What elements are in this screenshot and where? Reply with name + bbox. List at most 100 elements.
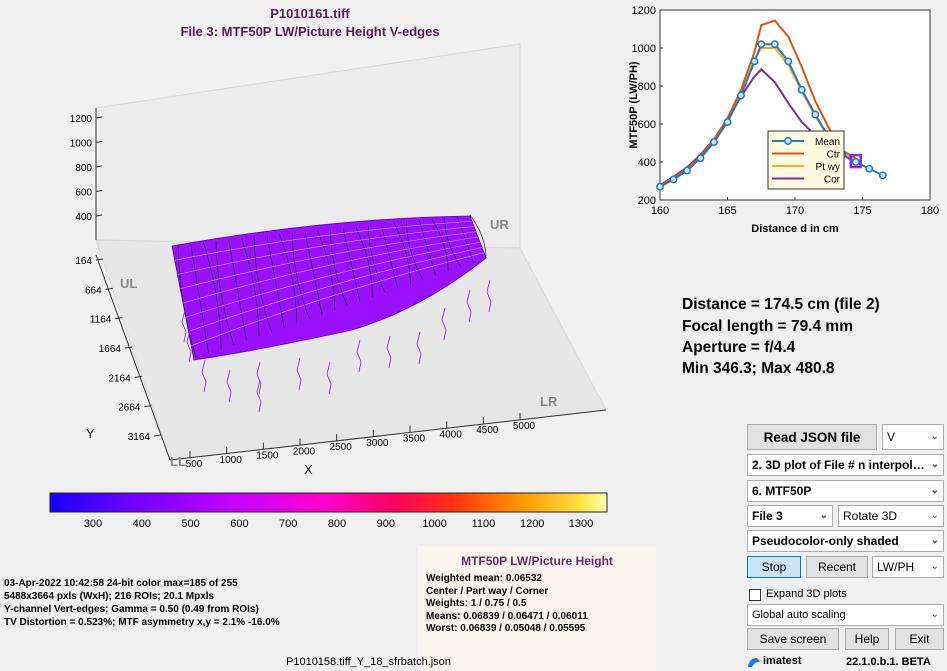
series-point xyxy=(851,158,860,166)
corner-label-ul: UL xyxy=(120,276,137,291)
recent-button[interactable]: Recent xyxy=(806,556,868,578)
measure-select[interactable]: 6. MTF50P ⌄ xyxy=(747,480,944,502)
series-point xyxy=(683,166,691,175)
units-select[interactable]: LW/PH ⌄ xyxy=(872,556,944,578)
expand-3d-label: Expand 3D plots xyxy=(766,588,847,600)
chart-y-tick-label: 800 xyxy=(638,81,656,93)
plot-type-select[interactable]: 2. 3D plot of File # n interpola... ⌄ xyxy=(747,454,944,476)
shading-select[interactable]: Pseudocolor-only shaded ⌄ xyxy=(747,530,944,552)
chevron-down-icon: ⌄ xyxy=(930,510,939,521)
y-tick-label: 2664 xyxy=(118,403,141,414)
chevron-down-icon: ⌄ xyxy=(930,485,939,496)
x-tick-label: 3000 xyxy=(366,438,389,449)
highlight-marker xyxy=(849,153,862,169)
chart-y-tick-label: 1200 xyxy=(632,5,656,17)
colorbar: 300 400 500 600 700 800 900 1000 1100 1200 1300 xyxy=(49,492,608,530)
summary-weighted-mean: Weighted mean: 0.06532 xyxy=(426,573,542,584)
series-point xyxy=(696,154,705,163)
summary-title: MTF50P LW/Picture Height xyxy=(461,554,613,568)
corner-label-lr: LR xyxy=(540,394,558,409)
legend-entry: Cor xyxy=(824,175,841,186)
summary-weights: Weights: 1 / 0.75 / 0.5 xyxy=(426,598,527,609)
colorbar-tick-label: 500 xyxy=(181,518,199,530)
surface-plot[interactable]: 1200 1000 800 600 400 164 664 1164 1664 2164 2664… xyxy=(0,40,620,485)
summary-means: Means: 0.06839 / 0.06471 / 0.06011 xyxy=(426,610,588,622)
chart-x-tick-label: 170 xyxy=(786,205,804,217)
version-label: 22.1.0.b.1. BETA xyxy=(846,656,931,668)
y-tick-label: 1164 xyxy=(90,315,112,326)
info-line-3: Y-channel Vert-edges; Gamma = 0.50 (0.49… xyxy=(4,604,259,615)
series-point xyxy=(737,91,745,100)
colorbar-tick-label: 700 xyxy=(279,518,297,530)
channel-select[interactable]: V ⌄ xyxy=(882,424,944,450)
series-point xyxy=(723,118,732,127)
result-distance: Distance = 174.5 cm (file 2) xyxy=(682,296,880,313)
mtf-surface xyxy=(171,214,492,413)
exit-button[interactable]: Exit xyxy=(895,628,944,650)
chart-y-tick-label: 1000 xyxy=(632,43,656,55)
help-button[interactable]: Help xyxy=(845,628,889,650)
chevron-down-icon: ⌄ xyxy=(930,561,939,572)
chart-y-tick-label: 600 xyxy=(638,119,656,131)
legend-entry: Pt wy xyxy=(816,162,840,173)
chart-y-tick-label: 200 xyxy=(638,195,656,207)
series-point xyxy=(784,57,793,66)
chart-y-tick-label: 400 xyxy=(638,157,656,169)
legend-entry: Ctr xyxy=(827,150,841,161)
z-tick-label: 400 xyxy=(75,212,92,223)
plot-subtitle: File 3: MTF50P LW/Picture Height V-edges xyxy=(180,24,440,39)
colorbar-tick-label: 1000 xyxy=(422,518,446,530)
scaling-select[interactable]: Global auto scaling ⌄ xyxy=(747,604,944,626)
colorbar-tick-label: 1100 xyxy=(472,518,496,530)
z-tick-label: 600 xyxy=(75,188,92,199)
y-tick-label: 664 xyxy=(85,285,102,296)
y-axis-label: Y xyxy=(86,426,95,441)
x-tick-label: 2000 xyxy=(293,446,316,457)
chart-y-label: MTF50P (LW/PH) xyxy=(628,61,640,149)
z-tick-label: 1200 xyxy=(70,114,93,125)
save-screen-button[interactable]: Save screen xyxy=(747,628,839,650)
colorbar-tick-label: 1200 xyxy=(520,518,544,530)
info-line-1: 03-Apr-2022 10:42:58 24-bit color max=18… xyxy=(4,578,238,589)
summary-worst: Worst: 0.06839 / 0.05048 / 0.05595 xyxy=(426,623,586,634)
colorbar-tick-label: 900 xyxy=(377,518,395,530)
series-point xyxy=(750,57,759,66)
chart-x-tick-label: 165 xyxy=(718,205,736,217)
plot-title-filename: P1010161.tiff xyxy=(270,6,350,21)
y-tick-label: 1664 xyxy=(99,344,122,355)
file-select[interactable]: File 3 ⌄ xyxy=(747,505,833,527)
chart-x-tick-label: 180 xyxy=(921,205,939,217)
read-json-button[interactable]: Read JSON file xyxy=(747,424,877,450)
x-tick-label: 500 xyxy=(186,459,203,470)
corner-label-ur: UR xyxy=(490,217,509,232)
series-line-ctr xyxy=(659,19,857,187)
x-tick-label: 4500 xyxy=(476,425,499,436)
stop-button[interactable]: Stop xyxy=(747,556,801,578)
mtf-distance-chart[interactable]: 160 165 170 175 180 200 400 600 800 1000 1200 Mean… xyxy=(620,0,947,245)
y-tick-label: 164 xyxy=(75,256,92,267)
colorbar-tick-label: 1300 xyxy=(569,518,593,530)
chevron-down-icon: ⌄ xyxy=(930,459,939,470)
z-tick-label: 1000 xyxy=(70,139,93,150)
x-tick-label: 1500 xyxy=(256,451,279,462)
imatest-logo-icon xyxy=(748,658,760,667)
series-point xyxy=(656,182,664,191)
y-tick-label: 2164 xyxy=(108,373,131,384)
legend-entry: Mean xyxy=(815,137,840,148)
y-tick-label: 3164 xyxy=(128,432,151,443)
rotate-select[interactable]: Rotate 3D ⌄ xyxy=(838,505,944,527)
corner-label-ll: LL xyxy=(170,454,186,469)
series-point xyxy=(757,40,766,49)
colorbar-tick-label: 800 xyxy=(328,518,346,530)
expand-3d-checkbox[interactable] xyxy=(749,589,761,601)
colorbar-tick-label: 300 xyxy=(84,518,102,530)
series-point xyxy=(878,171,887,180)
info-line-4: TV Distortion = 0.523%; MTF asymmetry x,… xyxy=(4,617,280,628)
footer-filename: P1010158.tiff_Y_18_sfrbatch.json xyxy=(286,656,451,668)
chevron-down-icon: ⌄ xyxy=(819,510,828,521)
result-focal-length: Focal length = 79.4 mm xyxy=(682,318,853,335)
z-tick-label: 800 xyxy=(75,163,92,174)
result-minmax: Min 346.3; Max 480.8 xyxy=(682,360,835,377)
x-tick-label: 2500 xyxy=(330,442,353,453)
series-point xyxy=(710,138,718,147)
